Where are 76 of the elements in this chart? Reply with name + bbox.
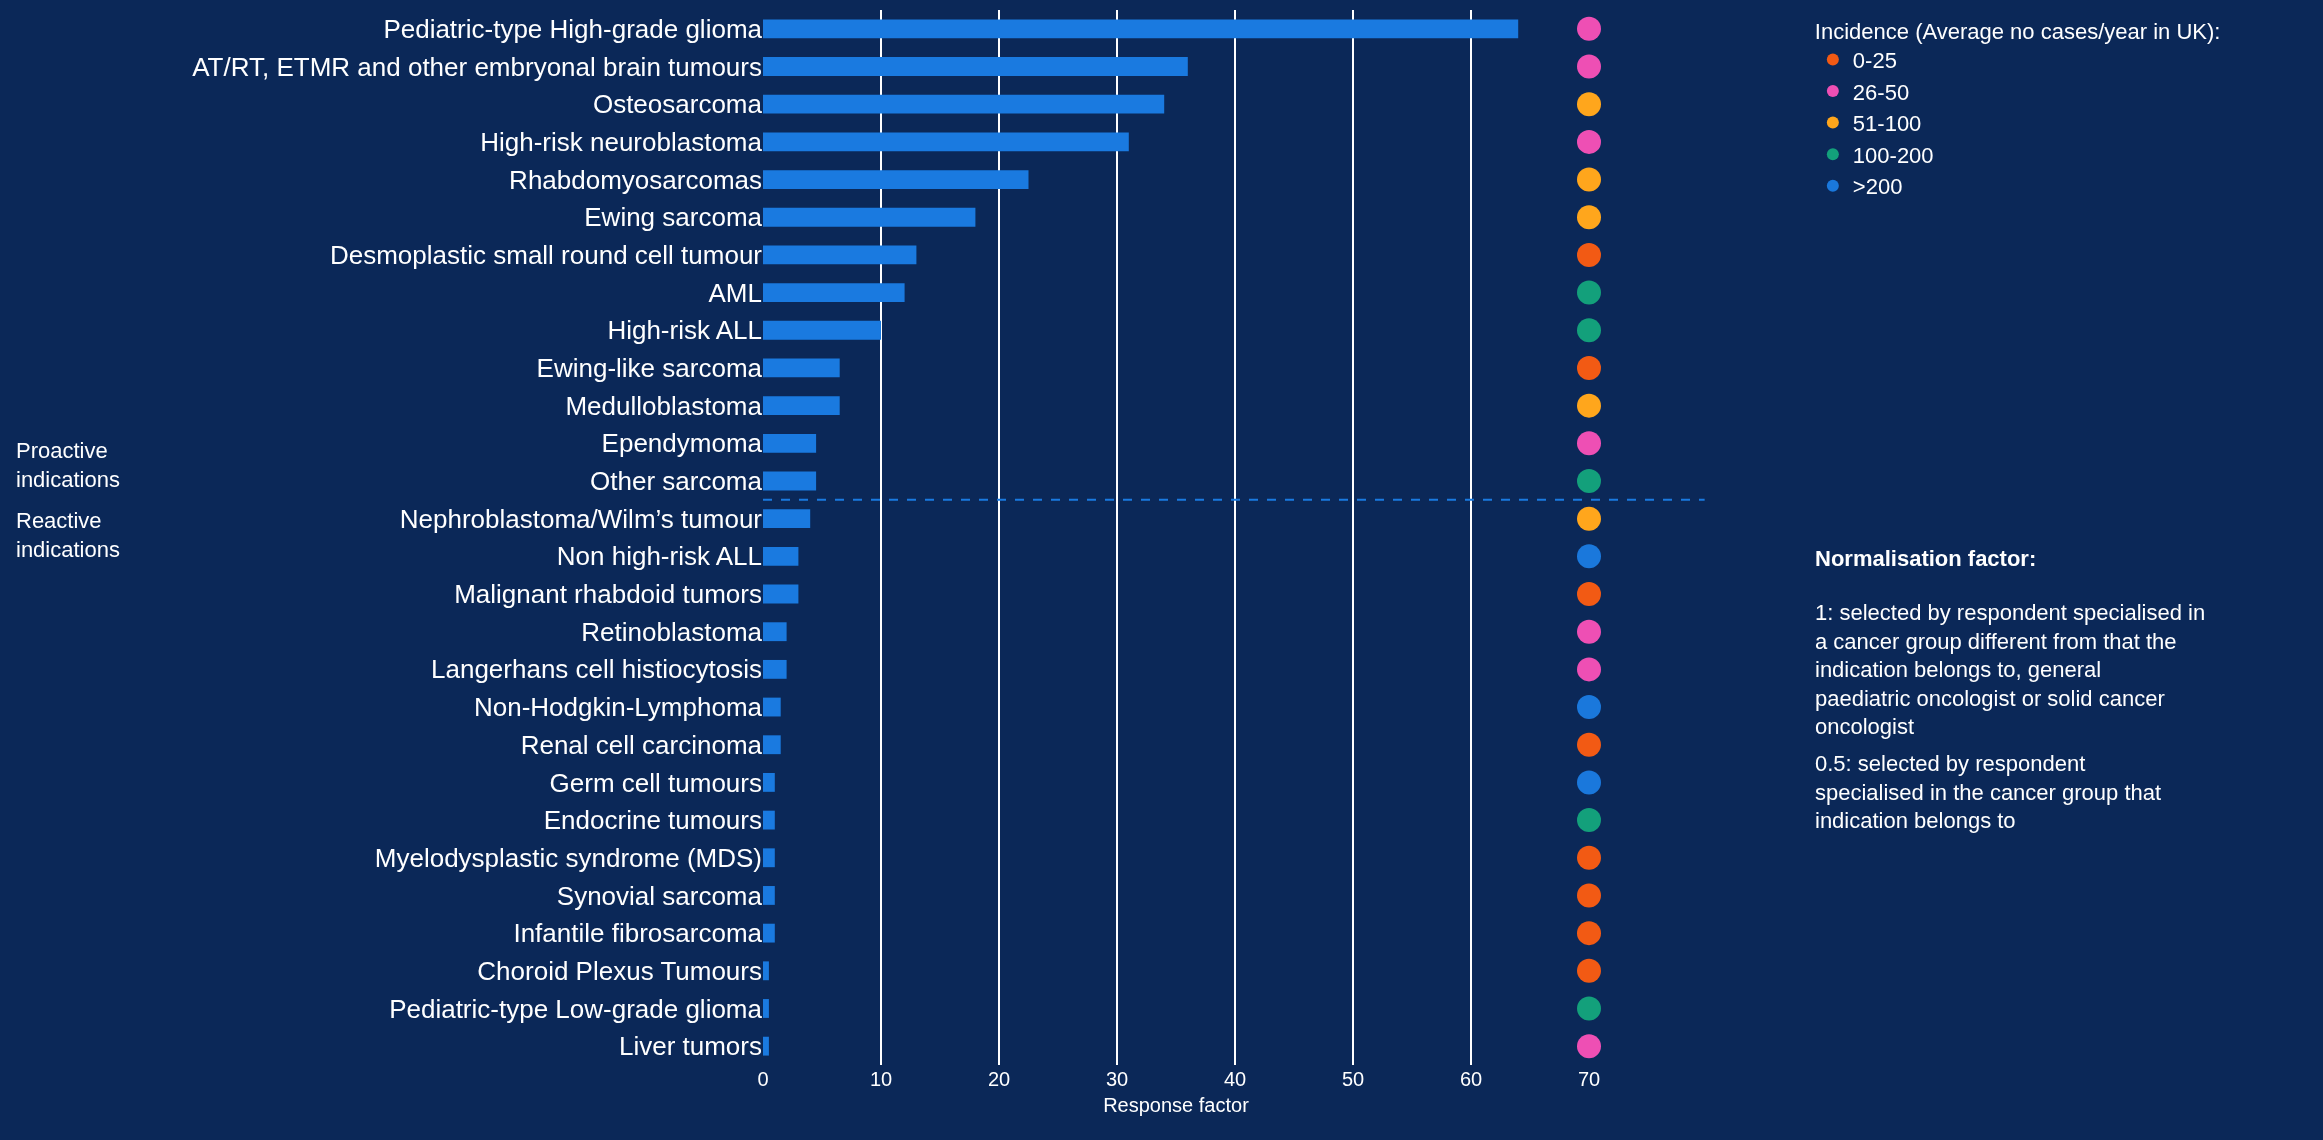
y-tick-label: Renal cell carcinoma xyxy=(520,729,763,760)
bar xyxy=(763,999,769,1018)
y-tick-label: Choroid Plexus Tumours xyxy=(477,955,762,986)
legend-label: 0-25 xyxy=(1852,47,1897,73)
bar xyxy=(763,961,769,981)
bar xyxy=(763,94,1165,114)
x-tick-label: 60 xyxy=(1459,1068,1483,1090)
y-tick-label: Myelodysplastic syndrome (MDS) xyxy=(374,842,762,873)
bar xyxy=(763,584,799,604)
bar xyxy=(763,772,775,792)
x-tick-label: 20 xyxy=(987,1068,1011,1090)
bar xyxy=(763,207,976,227)
bar xyxy=(763,245,917,265)
bar xyxy=(763,283,905,303)
y-tick-label: Malignant rhabdoid tumors xyxy=(454,579,762,610)
y-tick-label: AT/RT, ETMR and other embryonal brain tumours xyxy=(192,51,762,82)
y-tick-label: Pediatric-type High-grade glioma xyxy=(383,13,763,44)
bar xyxy=(763,697,781,717)
bar xyxy=(763,659,787,679)
bar xyxy=(763,735,781,755)
text: Reactive indications xyxy=(16,508,120,562)
y-tick-label: Other sarcoma xyxy=(590,466,763,497)
x-tick-label: 10 xyxy=(869,1068,893,1090)
bar xyxy=(763,396,840,416)
text: Proactive indications xyxy=(16,438,120,492)
y-tick-label: Langerhans cell histiocytosis xyxy=(431,654,762,685)
x-tick-label: 30 xyxy=(1105,1068,1129,1090)
y-tick-label: Endocrine tumours xyxy=(543,805,762,836)
x-tick-label: 50 xyxy=(1341,1068,1365,1090)
y-tick-label: Germ cell tumours xyxy=(549,767,762,798)
x-tick-label: 40 xyxy=(1223,1068,1247,1090)
text: 0.5: selected by respondent specialised in the cancer group that indication belongs to xyxy=(1815,751,2162,834)
y-tick-label: Synovial sarcoma xyxy=(556,880,763,911)
y-tick-label: Ependymoma xyxy=(601,428,763,459)
y-tick-label: Liver tumors xyxy=(618,1031,762,1062)
y-tick-label: AML xyxy=(708,277,762,308)
y-tick-label: Non-Hodgkin-Lymphoma xyxy=(473,692,763,723)
y-tick-label: High-risk ALL xyxy=(607,315,762,346)
y-tick-label: Pediatric-type Low-grade glioma xyxy=(389,993,763,1024)
x-axis-title: Response factor xyxy=(1103,1093,1250,1116)
y-tick-label: Medulloblastoma xyxy=(565,390,763,421)
legend-label: >200 xyxy=(1852,174,1903,200)
bar xyxy=(763,471,817,491)
bar xyxy=(763,886,775,905)
bar xyxy=(763,132,1129,152)
bar xyxy=(763,1036,769,1056)
y-tick-label: Osteosarcoma xyxy=(592,89,763,120)
text: Normalisation factor: xyxy=(1815,546,2037,571)
bar xyxy=(763,57,1188,76)
bar xyxy=(763,358,840,378)
y-tick-label: High-risk neuroblastoma xyxy=(480,126,763,157)
y-tick-label: Ewing sarcoma xyxy=(584,202,763,233)
legend-label: 51-100 xyxy=(1852,111,1922,137)
bar xyxy=(763,509,811,529)
y-tick-label: Retinoblastoma xyxy=(581,616,763,647)
y-tick-label: Ewing-like sarcoma xyxy=(536,353,763,384)
x-tick-label: 70 xyxy=(1577,1068,1601,1090)
bar xyxy=(763,810,775,830)
y-tick-label: Non high-risk ALL xyxy=(556,541,762,572)
bar xyxy=(763,923,775,943)
legend-label: 100-200 xyxy=(1852,142,1934,168)
y-tick-label: Desmoplastic small round cell tumour xyxy=(329,240,763,271)
text: 1: selected by respondent specialised in a cancer group different from that the indication belongs to, general paediatric oncologist or solid cancer oncologist xyxy=(1815,600,2206,740)
y-tick-label: Nephroblastoma/Wilm’s tumour xyxy=(399,503,763,534)
bar xyxy=(763,19,1519,39)
legend-title: Incidence (Average no cases/year in UK): xyxy=(1814,18,2221,44)
bar xyxy=(763,546,799,566)
bar xyxy=(763,320,881,340)
y-tick-label: Infantile fibrosarcoma xyxy=(513,918,763,949)
bar xyxy=(763,433,817,453)
y-tick-label: Rhabdomyosarcomas xyxy=(509,164,762,195)
legend-label: 26-50 xyxy=(1852,79,1910,105)
bar xyxy=(763,848,775,868)
x-tick-label: 0 xyxy=(757,1068,769,1090)
bar xyxy=(763,170,1029,189)
bar xyxy=(763,622,787,642)
